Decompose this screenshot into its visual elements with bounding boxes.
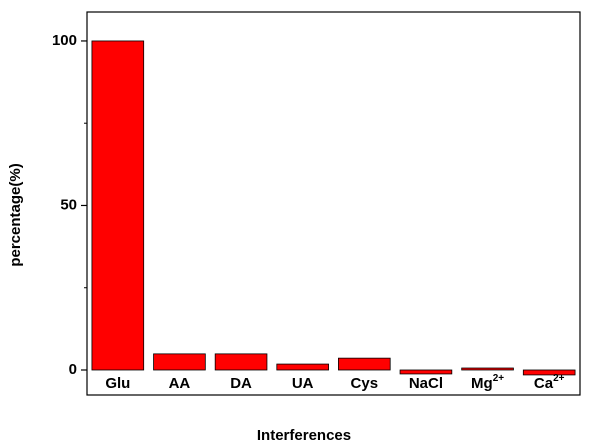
- x-tick-label: DA: [230, 375, 252, 392]
- x-tick-label: Ca2+: [534, 373, 565, 392]
- plot-frame: [86, 11, 581, 396]
- x-tick-label: Cys: [351, 375, 379, 392]
- x-axis-label: Interferences: [257, 427, 351, 444]
- bar: [153, 353, 206, 371]
- bar: [461, 367, 514, 371]
- bar: [522, 369, 576, 376]
- y-tick-label: 50: [60, 196, 77, 213]
- y-tick-label: 100: [52, 32, 77, 49]
- x-tick-label: Glu: [105, 375, 130, 392]
- bar: [214, 353, 268, 371]
- bar: [338, 357, 391, 371]
- x-tick-label: UA: [292, 375, 314, 392]
- x-tick-label: AA: [169, 375, 191, 392]
- bar: [399, 369, 453, 375]
- x-tick-label: Mg2+: [471, 373, 504, 392]
- x-tick-label: NaCl: [409, 375, 443, 392]
- y-axis-label: percentage(%): [7, 163, 24, 266]
- bar: [276, 363, 329, 371]
- bar: [91, 40, 145, 371]
- y-tick-label: 0: [69, 361, 77, 378]
